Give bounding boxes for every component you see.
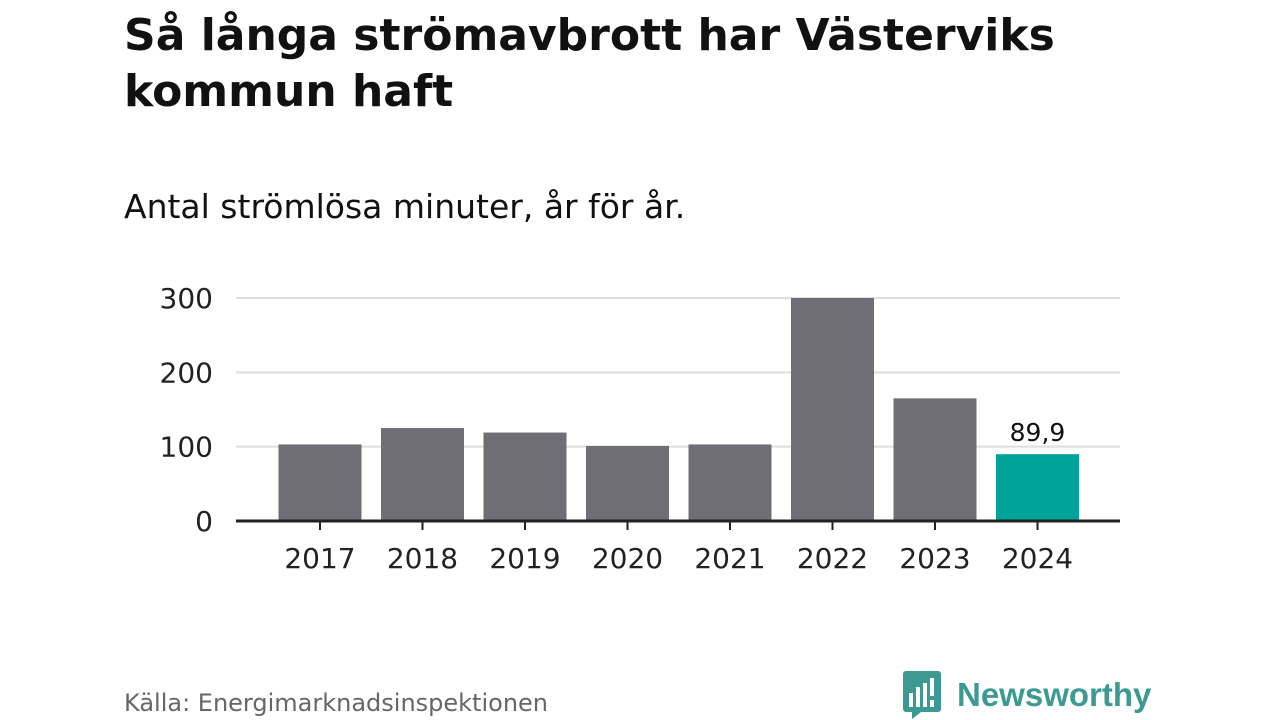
y-tick-label: 300 [160,282,213,315]
bars [278,298,1079,521]
bar-2020 [586,445,669,521]
brand-name: Newsworthy [957,676,1152,713]
gridlines [236,297,1120,448]
bar-2019 [483,432,567,521]
bar-2023 [893,398,977,521]
x-tick-label: 2023 [899,542,970,575]
x-axis-ticks: 2017 2018 2019 2020 2021 2022 2023 2024 [284,521,1073,575]
x-tick-label: 2021 [694,542,765,575]
data-label: 89,9 [1010,418,1066,447]
x-tick-label: 2019 [489,542,560,575]
chart-subtitle: Antal strömlösa minuter, år för år. [124,187,686,226]
y-tick-label: 100 [160,431,213,464]
y-tick-label: 200 [160,356,213,389]
x-tick-label: 2020 [592,542,663,575]
brand-logo: Newsworthy [903,670,1151,720]
bar-2017 [278,444,362,521]
source-note: Källa: Energimarknadsinspektionen [124,689,549,717]
bar-2022 [791,298,874,521]
x-tick-label: 2022 [797,542,868,575]
bar-2018 [381,428,464,521]
y-tick-label: 0 [195,505,213,538]
bar-2021 [688,444,772,521]
data-labels: 89,9 [1010,418,1066,447]
x-tick-label: 2024 [1002,542,1073,575]
x-tick-label: 2017 [284,542,355,575]
newsworthy-logo-icon [903,671,941,719]
bar-2024 [996,454,1079,521]
y-axis-ticks: 0 100 200 300 [160,282,213,538]
x-tick-label: 2018 [387,542,458,575]
chart-title: Så långa strömavbrott har Västerviks kom… [124,10,1055,117]
